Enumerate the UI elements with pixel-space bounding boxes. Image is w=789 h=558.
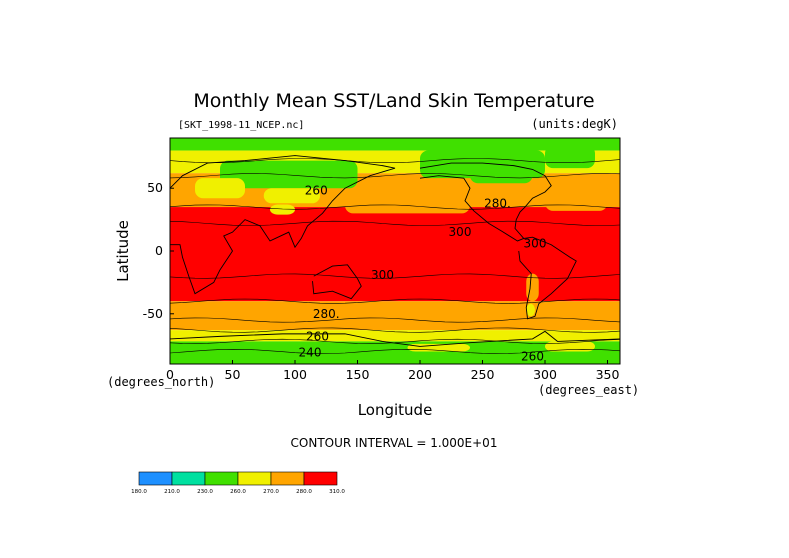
y-tick-label: -50 bbox=[143, 306, 163, 321]
tibet-plateau bbox=[270, 204, 295, 215]
contour-label: 260 bbox=[306, 329, 329, 343]
band-south-orange bbox=[170, 301, 620, 331]
patagonia-yellow bbox=[526, 303, 535, 317]
x-axis-label: Longitude bbox=[358, 401, 433, 419]
color-bar-swatch bbox=[204, 471, 239, 486]
color-bar-swatch bbox=[270, 471, 305, 486]
andes-orange bbox=[526, 273, 539, 302]
color-bar-swatch bbox=[171, 471, 206, 486]
isotherm-9 bbox=[169, 348, 621, 354]
isotherm-5 bbox=[169, 298, 621, 304]
isotherm-4 bbox=[169, 273, 621, 279]
band-arctic-green bbox=[170, 138, 620, 151]
color-bar-label: 270.0 bbox=[263, 489, 279, 495]
coastline-2 bbox=[419, 162, 552, 242]
contour-label: 260 bbox=[521, 349, 544, 363]
contour-labels: 260 280. 300 300 300 280. 260 240 260 bbox=[299, 184, 547, 364]
y-axis-label: Latitude bbox=[114, 220, 132, 282]
color-bar-label: 230.0 bbox=[197, 489, 213, 495]
siberia-cold bbox=[282, 165, 345, 182]
weddell-yellow bbox=[545, 341, 595, 352]
chart-title: Monthly Mean SST/Land Skin Temperature bbox=[193, 90, 594, 112]
contour-label: 300 bbox=[449, 225, 472, 239]
x-tick-label: 150 bbox=[346, 367, 370, 382]
isotherm-7 bbox=[169, 327, 621, 333]
x-tick-label: 200 bbox=[408, 367, 432, 382]
color-bar-swatch bbox=[303, 471, 338, 486]
x-tick-label: 250 bbox=[471, 367, 495, 382]
temperature-map bbox=[169, 138, 621, 364]
contour-label: 280. bbox=[484, 196, 511, 210]
coastline-0 bbox=[169, 155, 396, 295]
eurasia-temperate bbox=[195, 178, 245, 199]
y-axis-ticks: 50 0 -50 bbox=[143, 180, 174, 321]
color-bar-label: 310.0 bbox=[329, 489, 345, 495]
contour-label: 300 bbox=[524, 236, 547, 250]
units-label: (units:degK) bbox=[531, 117, 618, 131]
color-bar-label: 260.0 bbox=[230, 489, 246, 495]
mongolia-temperate bbox=[263, 188, 320, 204]
contour-label: 260 bbox=[305, 184, 328, 198]
north-atlantic-orange bbox=[545, 181, 608, 211]
coastline-1 bbox=[312, 264, 362, 300]
color-bar-label: 280.0 bbox=[296, 489, 312, 495]
y-tick-label: 50 bbox=[147, 180, 163, 195]
x-tick-label: 300 bbox=[533, 367, 557, 382]
canada-cold bbox=[470, 168, 533, 184]
x-axis-ticks: 0 50 100 150 200 250 300 350 bbox=[166, 360, 619, 382]
south-yellow-ring bbox=[170, 333, 620, 339]
isotherm-0 bbox=[169, 158, 621, 163]
greenland-green bbox=[545, 145, 595, 169]
isotherm-6 bbox=[169, 317, 621, 323]
color-bar-swatch bbox=[138, 471, 173, 486]
contour-interval-note: CONTOUR INTERVAL = 1.000E+01 bbox=[291, 436, 498, 450]
y-unit-label: (degrees_north) bbox=[107, 375, 215, 389]
color-bar-label: 210.0 bbox=[164, 489, 180, 495]
isotherm-2 bbox=[169, 204, 621, 210]
contour-label: 300 bbox=[371, 268, 394, 282]
y-tick-label: 0 bbox=[155, 243, 163, 258]
color-bar-swatch bbox=[237, 471, 272, 486]
contour-label: 240 bbox=[299, 346, 322, 360]
north-pacific-orange bbox=[345, 188, 470, 214]
color-bar: 180.0 210.0 230.0 260.0 270.0 280.0 310.0 bbox=[131, 471, 345, 495]
file-label: [SKT_1998-11_NCEP.nc] bbox=[178, 120, 304, 131]
coastline-4 bbox=[169, 330, 621, 347]
x-unit-label: (degrees_east) bbox=[538, 383, 639, 397]
color-bar-label: 180.0 bbox=[131, 489, 147, 495]
isotherm-1 bbox=[169, 173, 621, 179]
isotherm-8 bbox=[169, 338, 621, 344]
band-antarctic-green bbox=[170, 341, 620, 364]
band-tropical-red bbox=[170, 207, 620, 302]
x-tick-label: 0 bbox=[166, 367, 174, 382]
coastline-3 bbox=[518, 236, 577, 320]
contour-label: 280. bbox=[313, 307, 340, 321]
x-tick-label: 50 bbox=[225, 367, 241, 382]
isotherm-3 bbox=[169, 220, 621, 226]
x-tick-label: 350 bbox=[596, 367, 620, 382]
x-tick-label: 100 bbox=[283, 367, 307, 382]
